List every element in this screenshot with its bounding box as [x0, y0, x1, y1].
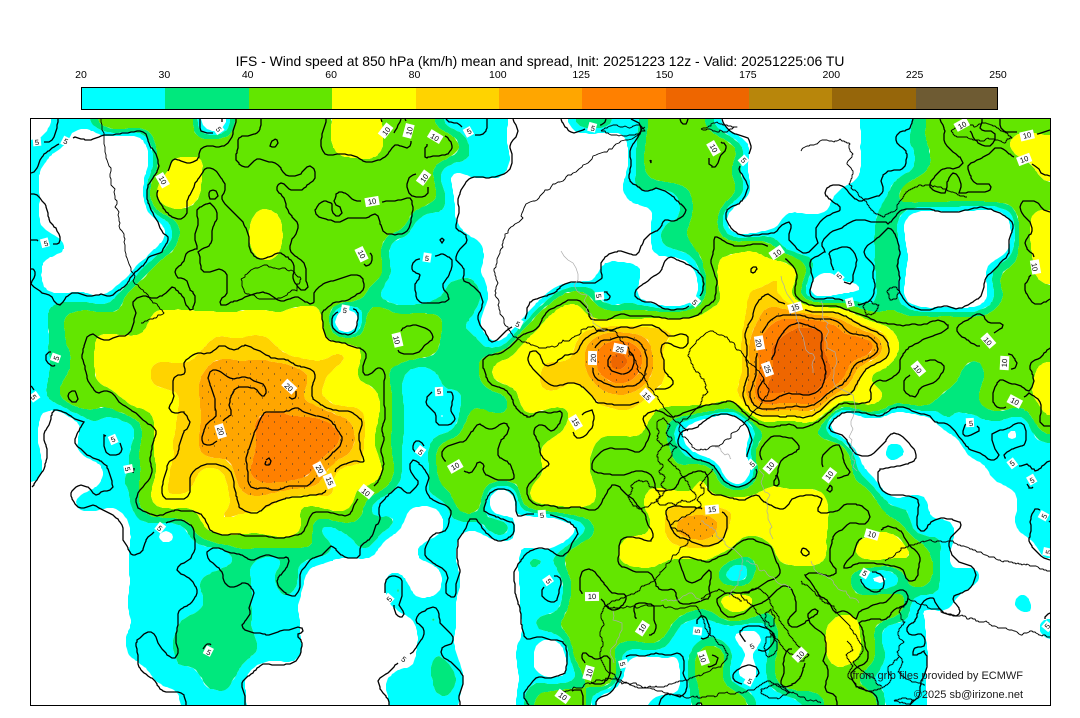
svg-text:15: 15 [707, 505, 716, 515]
svg-text:5: 5 [748, 641, 756, 651]
svg-text:5: 5 [540, 511, 545, 520]
svg-text:20: 20 [314, 463, 326, 475]
svg-text:20: 20 [589, 354, 598, 362]
svg-text:10: 10 [1000, 359, 1009, 368]
svg-text:5: 5 [861, 568, 869, 578]
svg-text:5: 5 [1044, 549, 1050, 555]
svg-text:5: 5 [399, 655, 408, 665]
svg-text:20: 20 [753, 338, 763, 348]
svg-text:5: 5 [969, 419, 974, 428]
svg-text:10: 10 [157, 174, 169, 186]
svg-text:10: 10 [449, 460, 461, 472]
svg-text:10: 10 [391, 335, 402, 345]
svg-text:25: 25 [762, 364, 773, 375]
svg-text:10: 10 [636, 622, 648, 634]
svg-text:5: 5 [62, 136, 70, 146]
svg-text:5: 5 [594, 294, 603, 299]
svg-text:5: 5 [437, 387, 442, 396]
svg-text:5: 5 [514, 319, 522, 329]
svg-text:5: 5 [1028, 475, 1036, 485]
svg-text:5: 5 [465, 126, 473, 136]
svg-text:5: 5 [1039, 512, 1049, 520]
svg-text:10: 10 [367, 196, 377, 206]
svg-text:10: 10 [1029, 262, 1039, 272]
svg-text:10: 10 [429, 131, 441, 143]
svg-text:10: 10 [708, 142, 720, 154]
svg-text:5: 5 [52, 355, 62, 362]
svg-text:10: 10 [867, 529, 878, 540]
svg-text:5: 5 [748, 460, 757, 469]
svg-text:5: 5 [746, 676, 754, 686]
svg-text:10: 10 [697, 653, 708, 664]
svg-text:10: 10 [771, 247, 783, 259]
svg-text:10: 10 [1009, 396, 1021, 408]
svg-text:5: 5 [1043, 622, 1050, 631]
svg-text:5: 5 [416, 448, 425, 458]
svg-text:5: 5 [385, 595, 394, 604]
svg-text:5: 5 [1008, 459, 1017, 469]
svg-text:10: 10 [1019, 154, 1030, 165]
svg-text:5: 5 [31, 393, 38, 402]
svg-text:5: 5 [739, 156, 748, 165]
svg-text:5: 5 [205, 647, 213, 657]
svg-text:10: 10 [956, 119, 968, 131]
svg-text:5: 5 [342, 306, 348, 316]
svg-text:5: 5 [847, 299, 853, 309]
svg-text:20: 20 [215, 426, 226, 437]
svg-text:5: 5 [835, 272, 844, 281]
svg-text:5: 5 [123, 466, 133, 472]
svg-text:15: 15 [570, 416, 582, 428]
svg-text:15: 15 [324, 476, 335, 487]
svg-text:5: 5 [690, 298, 699, 307]
svg-text:5: 5 [35, 138, 40, 147]
svg-text:10: 10 [584, 668, 595, 679]
svg-text:10: 10 [404, 126, 415, 136]
svg-text:10: 10 [356, 248, 368, 259]
svg-text:5: 5 [544, 577, 554, 586]
svg-text:25: 25 [615, 344, 625, 355]
svg-text:10: 10 [588, 592, 596, 601]
svg-text:5: 5 [424, 254, 430, 264]
svg-text:5: 5 [43, 239, 49, 249]
svg-text:5: 5 [214, 125, 224, 134]
svg-text:5: 5 [618, 661, 628, 667]
svg-text:5: 5 [693, 628, 702, 633]
svg-text:5: 5 [109, 434, 116, 444]
svg-text:5: 5 [590, 124, 596, 134]
svg-text:5: 5 [155, 524, 164, 534]
svg-text:10: 10 [1022, 130, 1032, 141]
